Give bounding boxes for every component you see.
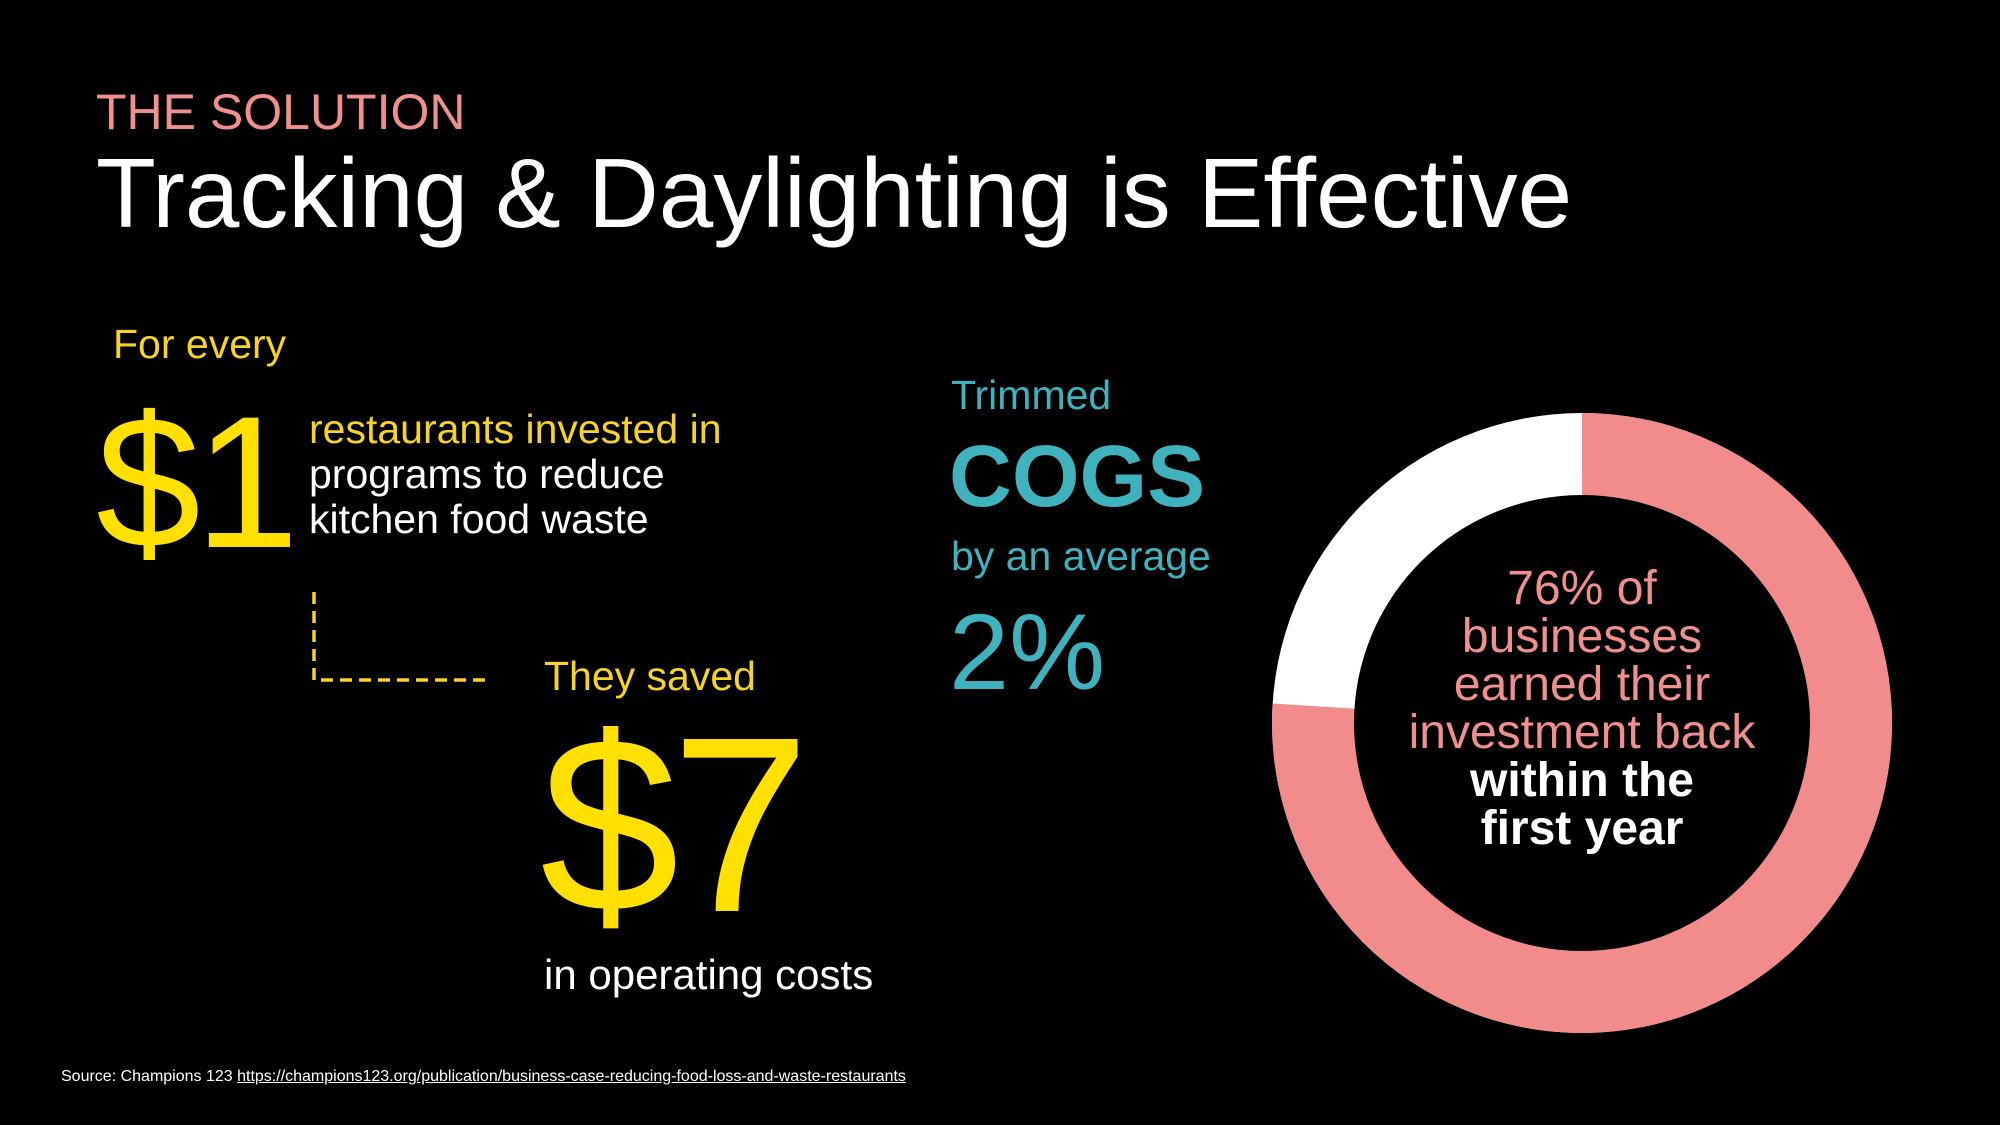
investment-line-1: restaurants invested in xyxy=(309,406,722,452)
savings-lead: They saved xyxy=(544,653,756,699)
cogs-lead: Trimmed xyxy=(951,372,1112,418)
source-link[interactable]: https://champions123.org/publication/bus… xyxy=(237,1068,906,1085)
source-footer: Source: Champions 123 https://champions1… xyxy=(61,1067,906,1087)
investment-amount: $1 xyxy=(96,377,299,587)
investment-line-3: kitchen food waste xyxy=(309,496,649,542)
donut-center xyxy=(1354,495,1810,951)
investment-line-2: programs to reduce xyxy=(309,451,665,497)
cogs-label: COGS xyxy=(949,428,1206,525)
donut-caption-line-2: businesses xyxy=(1461,610,1703,663)
donut-caption-line-6: first year xyxy=(1480,802,1684,855)
investment-description: restaurants invested in programs to redu… xyxy=(309,407,722,542)
savings-amount: $7 xyxy=(540,685,810,964)
donut-caption-line-4: investment back xyxy=(1408,706,1756,759)
donut-caption: 76% of businesses earned their investmen… xyxy=(1350,565,1814,853)
dashed-connector xyxy=(312,592,492,682)
source-label: Source: Champions 123 xyxy=(61,1068,233,1085)
donut-caption-line-1: 76% of xyxy=(1507,562,1657,615)
cogs-middle: by an average xyxy=(951,533,1211,579)
donut-caption-line-3: earned their xyxy=(1453,658,1711,711)
savings-trail: in operating costs xyxy=(544,951,874,998)
slide-title: Tracking & Daylighting is Effective xyxy=(96,138,1573,248)
donut-caption-line-5: within the xyxy=(1470,754,1694,807)
cogs-value: 2% xyxy=(949,591,1106,712)
investment-lead: For every xyxy=(113,321,287,367)
section-eyebrow: THE SOLUTION xyxy=(96,84,466,140)
donut-chart xyxy=(1272,413,1892,1033)
